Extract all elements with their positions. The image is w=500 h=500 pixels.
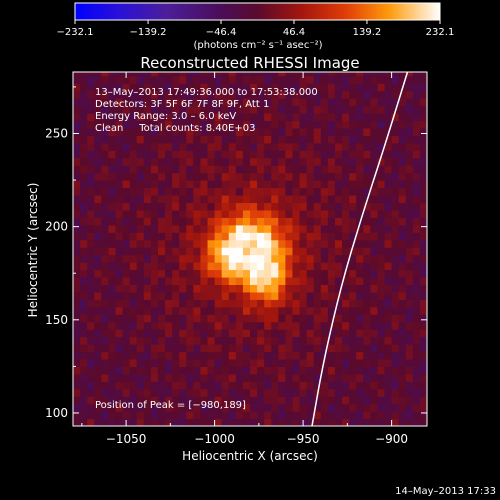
colorbar-tick-label: 139.2 <box>353 27 382 38</box>
timestamp: 14–May–2013 17:33 <box>395 486 496 497</box>
info-line-clean: Clean Total counts: 8.40E+03 <box>95 123 255 134</box>
plot-frame <box>72 71 428 427</box>
x-tick-label: −950 <box>287 432 320 446</box>
y-axis-ticks: 100 150 200 250 <box>45 86 427 420</box>
chart-title: Reconstructed RHESSI Image <box>140 54 359 72</box>
heatmap-image <box>73 72 427 426</box>
x-axis-ticks: −1050 −1000 −950 −900 <box>81 72 408 446</box>
y-tick-label: 250 <box>45 126 68 140</box>
colorbar-tick-label: −232.1 <box>56 27 93 38</box>
x-tick-label: −900 <box>375 432 408 446</box>
y-axis-label: Heliocentric Y (arcsec) <box>26 183 40 318</box>
info-line-detectors: Detectors: 3F 5F 6F 7F 8F 9F, Att 1 <box>95 99 269 110</box>
y-tick-label: 200 <box>45 220 68 234</box>
x-axis-label: Heliocentric X (arcsec) <box>182 449 318 463</box>
colorbar-tick-label: −139.2 <box>130 27 167 38</box>
colorbar-units: (photons cm⁻² s⁻¹ asec⁻²) <box>193 40 322 51</box>
colorbar <box>74 2 441 21</box>
info-line-energy: Energy Range: 3.0 – 6.0 keV <box>95 111 236 122</box>
colorbar-tick-label: 232.1 <box>426 27 455 38</box>
x-tick-label: −1000 <box>194 432 235 446</box>
colorbar-ticks: −232.1 −139.2 −46.4 46.4 139.2 232.1 <box>56 20 454 38</box>
y-tick-label: 150 <box>45 313 68 327</box>
solar-limb-curve <box>311 72 409 426</box>
x-tick-label: −1050 <box>106 432 147 446</box>
info-block: 13–May–2013 17:49:36.000 to 17:53:38.000… <box>95 87 318 134</box>
info-line-time: 13–May–2013 17:49:36.000 to 17:53:38.000 <box>95 87 318 98</box>
colorbar-tick-label: 46.4 <box>283 27 305 38</box>
y-tick-label: 100 <box>45 406 68 420</box>
peak-position-label: Position of Peak = [−980,189] <box>95 400 246 411</box>
colorbar-tick-label: −46.4 <box>206 27 237 38</box>
